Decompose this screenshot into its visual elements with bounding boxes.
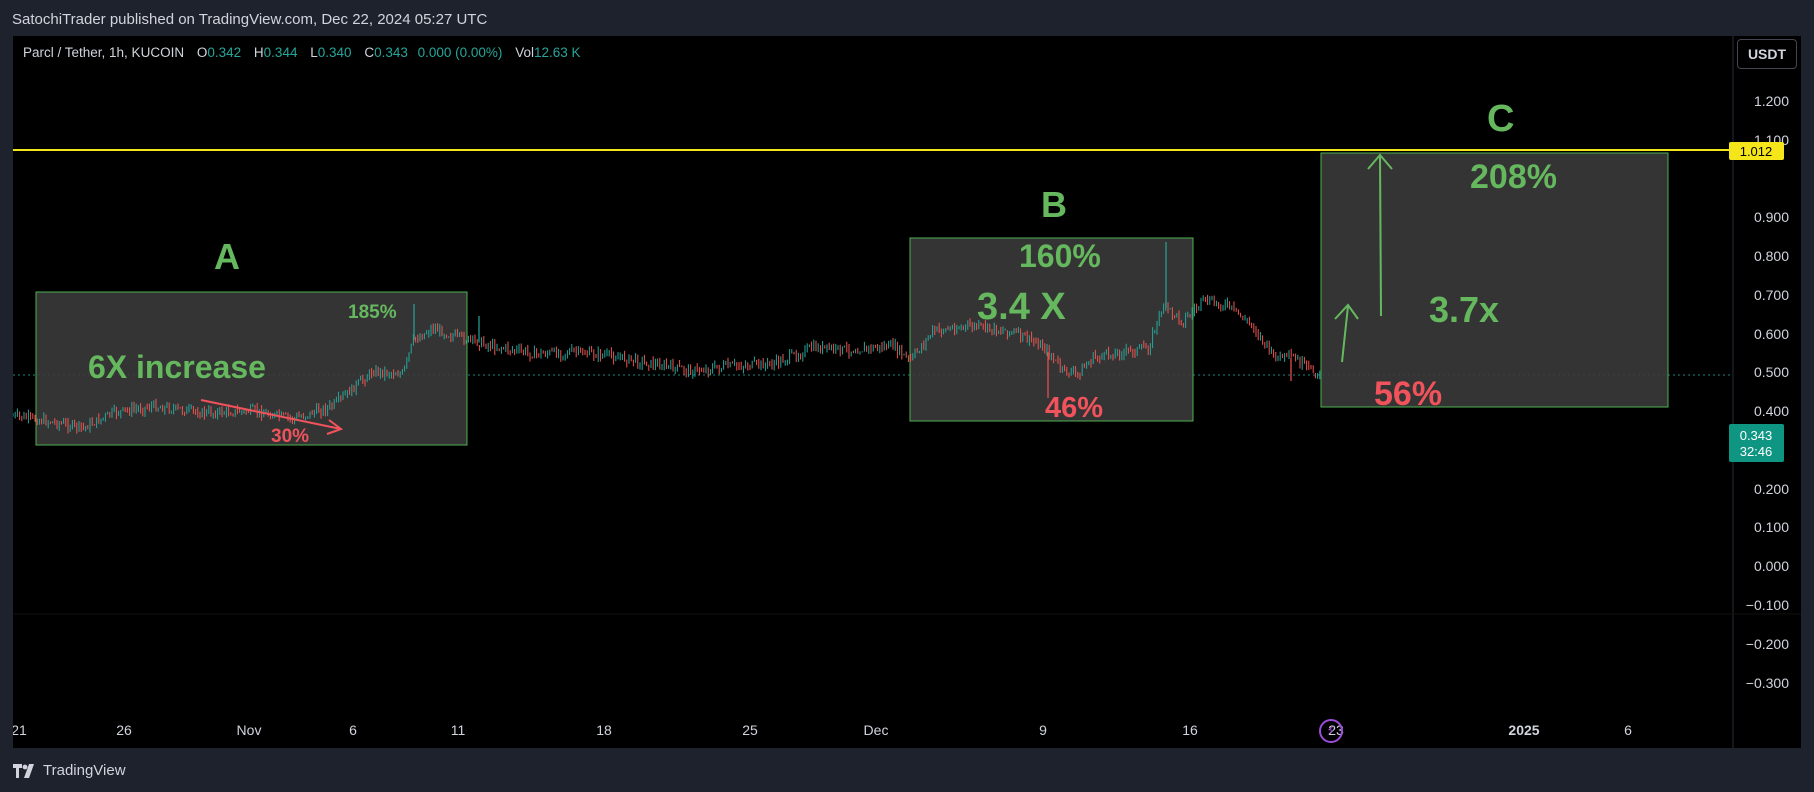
close-label: C xyxy=(364,45,375,60)
time-tick: 2025 xyxy=(1508,722,1539,738)
close-value: 0.343 xyxy=(374,45,408,60)
vol-value: 12.63 K xyxy=(533,45,581,60)
resistance-price-label: 1.012 xyxy=(1740,144,1773,159)
time-tick: 16 xyxy=(1182,722,1198,738)
zone-c-pct: 208% xyxy=(1470,158,1557,196)
symbol-legend[interactable]: Parcl / Tether, 1h, KUCOIN O0.342 H0.344… xyxy=(23,45,581,60)
price-tick: 0.500 xyxy=(1754,364,1789,380)
zone-c-mult: 3.7x xyxy=(1429,289,1500,330)
low-label: L xyxy=(310,45,318,60)
symbol-name[interactable]: Parcl / Tether, 1h, KUCOIN xyxy=(23,45,185,60)
open-label: O xyxy=(196,45,208,60)
change-value: 0.000 (0.00%) xyxy=(417,45,503,60)
zone-b-pct: 160% xyxy=(1019,238,1101,274)
time-tick: 21 xyxy=(13,722,27,738)
bottom-bar: TradingView xyxy=(0,748,1814,792)
countdown-label: 32:46 xyxy=(1740,444,1773,459)
zone-c-drop: 56% xyxy=(1374,375,1443,413)
zone-a-label: A xyxy=(214,236,240,277)
price-tick: 0.800 xyxy=(1754,248,1789,264)
price-tick: −0.200 xyxy=(1746,636,1789,652)
last-price-label-bg xyxy=(1729,424,1784,462)
price-tick: 1.200 xyxy=(1754,93,1789,109)
publisher-info: SatochiTrader published on TradingView.c… xyxy=(12,11,488,28)
zone-a-drop: 30% xyxy=(271,426,310,447)
chart-area[interactable]: 1.200 1.100 0.900 0.800 0.700 0.600 0.50… xyxy=(13,36,1801,748)
zone-c-label: C xyxy=(1487,98,1515,140)
price-tick: 0.100 xyxy=(1754,519,1789,535)
time-tick: 6 xyxy=(349,722,357,738)
tradingview-brand: TradingView xyxy=(43,762,126,779)
price-tick: −0.300 xyxy=(1746,675,1789,691)
price-tick: 0.900 xyxy=(1754,209,1789,225)
tradingview-logo[interactable]: TradingView xyxy=(13,762,126,779)
zone-a-box[interactable] xyxy=(35,291,468,446)
top-bar: SatochiTrader published on TradingView.c… xyxy=(0,0,1814,36)
zone-c-box[interactable] xyxy=(1320,152,1669,408)
low-value: 0.340 xyxy=(317,45,352,60)
price-tick: 0.700 xyxy=(1754,287,1789,303)
time-tick: 18 xyxy=(596,722,612,738)
open-value: 0.342 xyxy=(207,45,242,60)
price-tick: 0.400 xyxy=(1754,403,1789,419)
chart-canvas[interactable]: 1.200 1.100 0.900 0.800 0.700 0.600 0.50… xyxy=(13,36,1801,748)
last-price-label: 0.343 xyxy=(1740,428,1773,443)
time-tick: Nov xyxy=(237,722,262,738)
high-label: H xyxy=(253,45,264,60)
zone-c-up-arrows xyxy=(1334,153,1393,363)
price-series xyxy=(13,242,1321,434)
tradingview-logo-icon xyxy=(13,763,34,778)
time-tick: Dec xyxy=(864,722,889,738)
zone-a-increase: 6X increase xyxy=(88,349,266,385)
zone-b-mult: 3.4 X xyxy=(977,286,1066,328)
price-tick: −0.100 xyxy=(1746,597,1789,613)
price-tick: 0.600 xyxy=(1754,326,1789,342)
zone-b-drop: 46% xyxy=(1045,392,1104,424)
time-tick: 9 xyxy=(1039,722,1047,738)
zone-a-drop-arrow xyxy=(200,399,344,435)
currency-button[interactable]: USDT xyxy=(1737,39,1797,69)
time-tick: 25 xyxy=(742,722,758,738)
time-tick: 6 xyxy=(1624,722,1632,738)
zone-a-pct: 185% xyxy=(348,302,397,323)
zone-b-label: B xyxy=(1041,184,1067,225)
price-tick: 0.200 xyxy=(1754,481,1789,497)
time-tick: 26 xyxy=(116,722,132,738)
lightning-icon[interactable]: ⚡ xyxy=(1319,719,1343,743)
high-value: 0.344 xyxy=(263,45,298,60)
vol-label: Vol xyxy=(515,45,534,60)
resistance-price-label-bg xyxy=(1729,142,1784,160)
time-tick: 11 xyxy=(451,722,466,738)
price-tick: 0.000 xyxy=(1754,558,1789,574)
